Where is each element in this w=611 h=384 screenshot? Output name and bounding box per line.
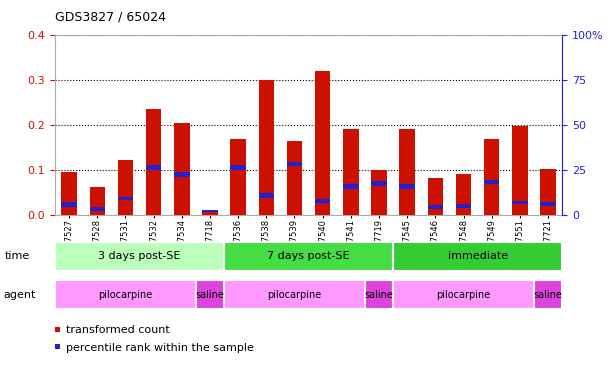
Bar bbox=[287, 162, 302, 166]
Text: immediate: immediate bbox=[447, 251, 508, 262]
Bar bbox=[534, 280, 562, 309]
Text: saline: saline bbox=[365, 290, 393, 300]
Bar bbox=[315, 71, 331, 215]
Text: pilocarpine: pilocarpine bbox=[436, 290, 491, 300]
Text: saline: saline bbox=[533, 290, 563, 300]
Bar bbox=[343, 129, 359, 215]
Bar bbox=[230, 166, 246, 170]
Bar bbox=[224, 242, 393, 271]
Bar bbox=[540, 169, 556, 215]
Bar bbox=[400, 184, 415, 189]
Bar bbox=[196, 280, 224, 309]
Bar bbox=[202, 210, 218, 215]
Bar bbox=[456, 204, 471, 208]
Bar bbox=[89, 187, 105, 215]
Bar bbox=[258, 194, 274, 198]
Bar bbox=[393, 280, 534, 309]
Bar bbox=[230, 139, 246, 215]
Bar bbox=[428, 178, 443, 215]
Bar bbox=[315, 199, 331, 203]
Bar bbox=[55, 280, 196, 309]
Bar bbox=[174, 172, 189, 177]
Text: pilocarpine: pilocarpine bbox=[268, 290, 321, 300]
Text: saline: saline bbox=[196, 290, 224, 300]
Bar bbox=[484, 180, 499, 184]
Bar bbox=[118, 197, 133, 200]
Bar bbox=[118, 160, 133, 215]
Text: pilocarpine: pilocarpine bbox=[98, 290, 153, 300]
Text: 3 days post-SE: 3 days post-SE bbox=[98, 251, 181, 262]
Bar bbox=[55, 242, 224, 271]
Text: GDS3827 / 65024: GDS3827 / 65024 bbox=[55, 11, 166, 24]
Bar bbox=[202, 210, 218, 212]
Bar bbox=[400, 129, 415, 215]
Text: agent: agent bbox=[4, 290, 36, 300]
Bar bbox=[174, 122, 189, 215]
Bar bbox=[512, 200, 528, 204]
Text: time: time bbox=[5, 251, 30, 261]
Bar bbox=[224, 280, 365, 309]
Text: percentile rank within the sample: percentile rank within the sample bbox=[66, 343, 254, 353]
Bar bbox=[146, 109, 161, 215]
Bar bbox=[61, 202, 77, 207]
Bar bbox=[428, 205, 443, 209]
Text: 7 days post-SE: 7 days post-SE bbox=[267, 251, 350, 262]
Bar bbox=[343, 184, 359, 189]
Bar bbox=[61, 172, 77, 215]
Bar bbox=[365, 280, 393, 309]
Text: transformed count: transformed count bbox=[66, 325, 170, 335]
Bar bbox=[512, 126, 528, 215]
Bar bbox=[484, 139, 499, 215]
Bar bbox=[540, 202, 556, 206]
Bar bbox=[371, 181, 387, 186]
Bar bbox=[287, 141, 302, 215]
Bar bbox=[146, 166, 161, 170]
Bar bbox=[89, 207, 105, 210]
Bar bbox=[393, 242, 562, 271]
Bar bbox=[371, 170, 387, 215]
Bar bbox=[456, 174, 471, 215]
Bar bbox=[258, 80, 274, 215]
